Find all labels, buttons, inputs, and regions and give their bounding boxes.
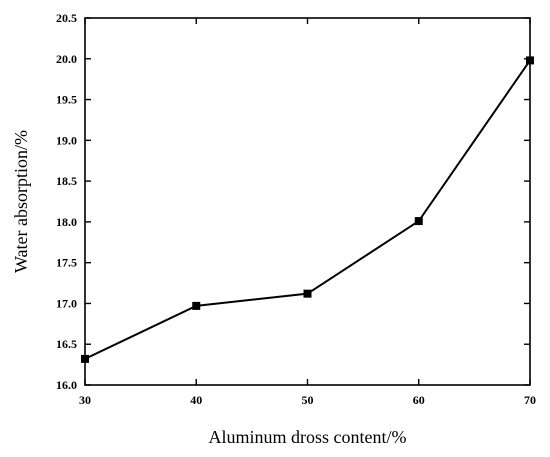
data-point-marker	[414, 217, 423, 226]
x-tick-label: 30	[79, 393, 91, 407]
data-point-marker	[192, 301, 201, 310]
x-tick-label: 50	[302, 393, 314, 407]
series-line	[84, 59, 531, 360]
y-tick-label: 19.5	[56, 93, 77, 107]
data-series	[81, 56, 534, 363]
x-axis-ticks: 30 40 50 60 70	[79, 18, 536, 407]
x-tick-label: 40	[190, 393, 202, 407]
y-tick-label: 16.5	[56, 337, 77, 351]
y-tick-label: 18.0	[56, 215, 77, 229]
y-tick-label: 18.5	[56, 174, 77, 188]
x-tick-label: 60	[413, 393, 425, 407]
y-tick-label: 17.5	[56, 256, 77, 270]
y-axis-ticks: 16.0 16.5 17.0 17.5 18.0 18.5 19.0 19.5 20.0 20.5	[56, 11, 530, 392]
y-tick-label: 20.0	[56, 52, 77, 66]
y-axis-title: Water absorption/%	[11, 130, 31, 273]
y-tick-label: 17.0	[56, 296, 77, 310]
y-tick-label: 20.5	[56, 11, 77, 25]
x-axis-title: Aluminum dross content/%	[209, 427, 407, 447]
y-tick-label: 19.0	[56, 133, 77, 147]
y-tick-label: 16.0	[56, 378, 77, 392]
x-tick-label: 70	[524, 393, 536, 407]
data-point-marker	[303, 289, 312, 298]
plot-frame	[84, 17, 531, 386]
